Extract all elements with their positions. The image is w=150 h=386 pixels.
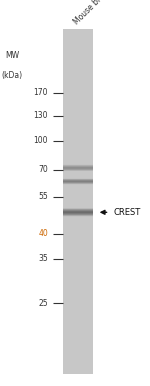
Text: MW: MW — [5, 51, 19, 60]
Bar — [63, 215, 93, 216]
Bar — [63, 209, 93, 210]
Bar — [63, 213, 93, 214]
Text: 70: 70 — [38, 165, 48, 174]
Bar — [63, 170, 93, 171]
Bar — [63, 167, 93, 168]
Bar — [63, 179, 93, 180]
Bar — [63, 214, 93, 215]
Bar — [63, 210, 93, 211]
Bar — [63, 181, 93, 182]
Bar — [63, 166, 93, 167]
Bar — [63, 213, 93, 214]
Bar — [63, 169, 93, 170]
Bar — [63, 178, 93, 179]
Bar — [63, 182, 93, 183]
Text: 130: 130 — [33, 111, 48, 120]
Bar — [63, 165, 93, 166]
Bar — [63, 209, 93, 210]
Bar — [63, 211, 93, 212]
Bar — [63, 178, 93, 179]
Bar — [63, 179, 93, 180]
Text: (kDa): (kDa) — [2, 71, 22, 80]
Bar — [63, 216, 93, 217]
Bar — [63, 212, 93, 213]
Bar — [63, 179, 93, 180]
Bar — [63, 164, 93, 165]
Bar — [63, 164, 93, 165]
Bar — [63, 180, 93, 181]
Bar — [63, 165, 93, 166]
Bar — [63, 211, 93, 212]
Bar — [63, 180, 93, 181]
Text: 55: 55 — [38, 192, 48, 201]
Text: Mouse brain: Mouse brain — [72, 0, 111, 26]
Bar — [63, 29, 93, 374]
Bar — [63, 213, 93, 214]
Bar — [63, 210, 93, 211]
Bar — [63, 180, 93, 181]
Bar — [63, 214, 93, 215]
Bar — [63, 168, 93, 169]
Bar — [63, 178, 93, 179]
Bar — [63, 208, 93, 209]
Bar — [63, 183, 93, 184]
Bar — [63, 208, 93, 209]
Bar — [63, 210, 93, 211]
Text: 40: 40 — [38, 229, 48, 238]
Bar — [63, 183, 93, 184]
Text: 25: 25 — [38, 298, 48, 308]
Bar — [63, 209, 93, 210]
Bar — [63, 212, 93, 213]
Bar — [63, 168, 93, 169]
Bar — [63, 183, 93, 184]
Bar — [63, 167, 93, 168]
Bar — [63, 164, 93, 165]
Bar — [63, 181, 93, 182]
Bar — [63, 170, 93, 171]
Text: CREST: CREST — [113, 208, 141, 217]
Bar — [63, 182, 93, 183]
Bar — [63, 169, 93, 170]
Bar — [63, 168, 93, 169]
Bar — [63, 167, 93, 168]
Bar — [63, 215, 93, 216]
Bar — [63, 184, 93, 185]
Bar — [63, 170, 93, 171]
Bar — [63, 182, 93, 183]
Bar — [63, 181, 93, 182]
Bar — [63, 166, 93, 167]
Bar — [63, 212, 93, 213]
Text: 35: 35 — [38, 254, 48, 263]
Bar — [63, 169, 93, 170]
Text: 170: 170 — [33, 88, 48, 97]
Text: 100: 100 — [33, 136, 48, 146]
